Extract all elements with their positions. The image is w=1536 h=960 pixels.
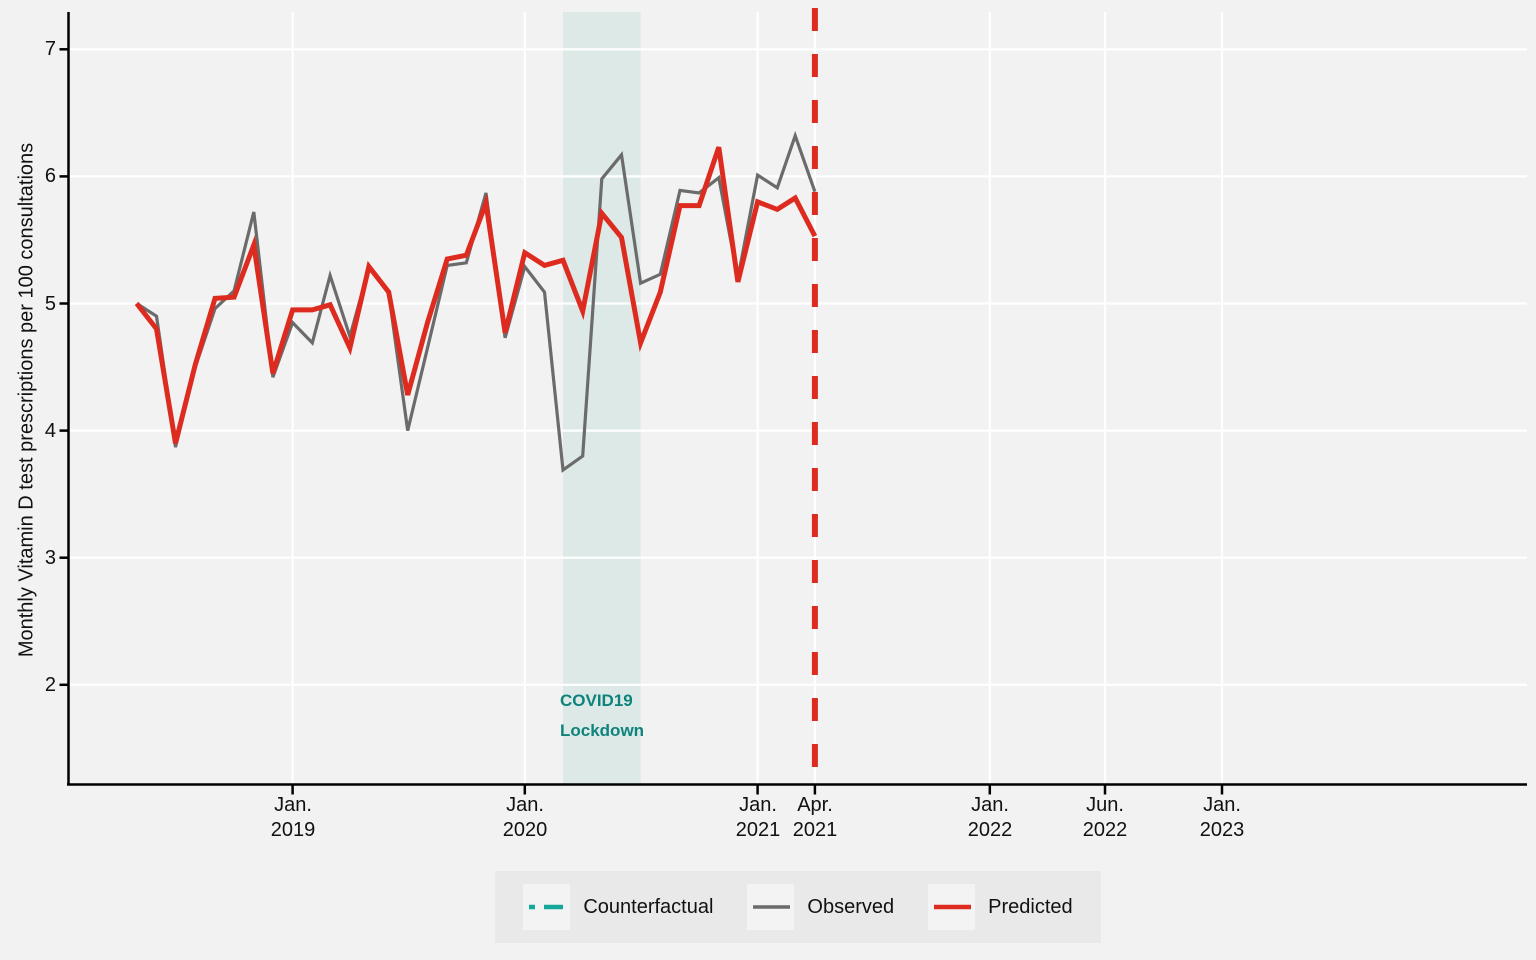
y-axis-title: Monthly Vitamin D test prescriptions per… [15, 142, 38, 658]
lockdown-annotation: COVID19 Lockdown [560, 686, 644, 746]
legend-item-predicted: Predicted [928, 884, 1073, 930]
lockdown-annotation-line1: COVID19 [560, 691, 633, 710]
x-tick-label: Jan. 2021 [735, 794, 781, 841]
y-tick-label: 3 [44, 547, 56, 569]
x-tick-label: Jan. 2019 [270, 794, 316, 841]
x-tick-label: Jan. 2020 [502, 794, 548, 841]
x-tick-label: Jun. 2022 [1082, 794, 1128, 841]
legend-label-predicted: Predicted [988, 895, 1073, 918]
predicted-line-key-icon [928, 884, 976, 930]
legend-box: Counterfactual Observed Predicted [495, 871, 1101, 943]
counterfactual-line-key-icon [523, 884, 571, 930]
x-tick-label: Jan. 2022 [967, 794, 1013, 841]
y-tick-label: 6 [44, 165, 56, 187]
y-tick-label: 5 [44, 293, 56, 315]
y-tick-label: 7 [44, 38, 56, 60]
legend-item-observed: Observed [747, 884, 894, 930]
legend-item-counterfactual: Counterfactual [523, 884, 713, 930]
x-tick-label: Apr. 2021 [792, 794, 838, 841]
legend: Counterfactual Observed Predicted [69, 871, 1527, 943]
x-tick-label: Jan. 2023 [1199, 794, 1245, 841]
legend-label-observed: Observed [807, 895, 895, 918]
lockdown-band [563, 12, 641, 785]
series-predicted [134, 146, 818, 444]
y-tick-label: 4 [44, 420, 56, 442]
y-tick-label: 2 [44, 674, 56, 696]
lockdown-annotation-line2: Lockdown [560, 721, 645, 740]
observed-line-key-icon [747, 884, 795, 930]
legend-label-counterfactual: Counterfactual [583, 895, 714, 918]
